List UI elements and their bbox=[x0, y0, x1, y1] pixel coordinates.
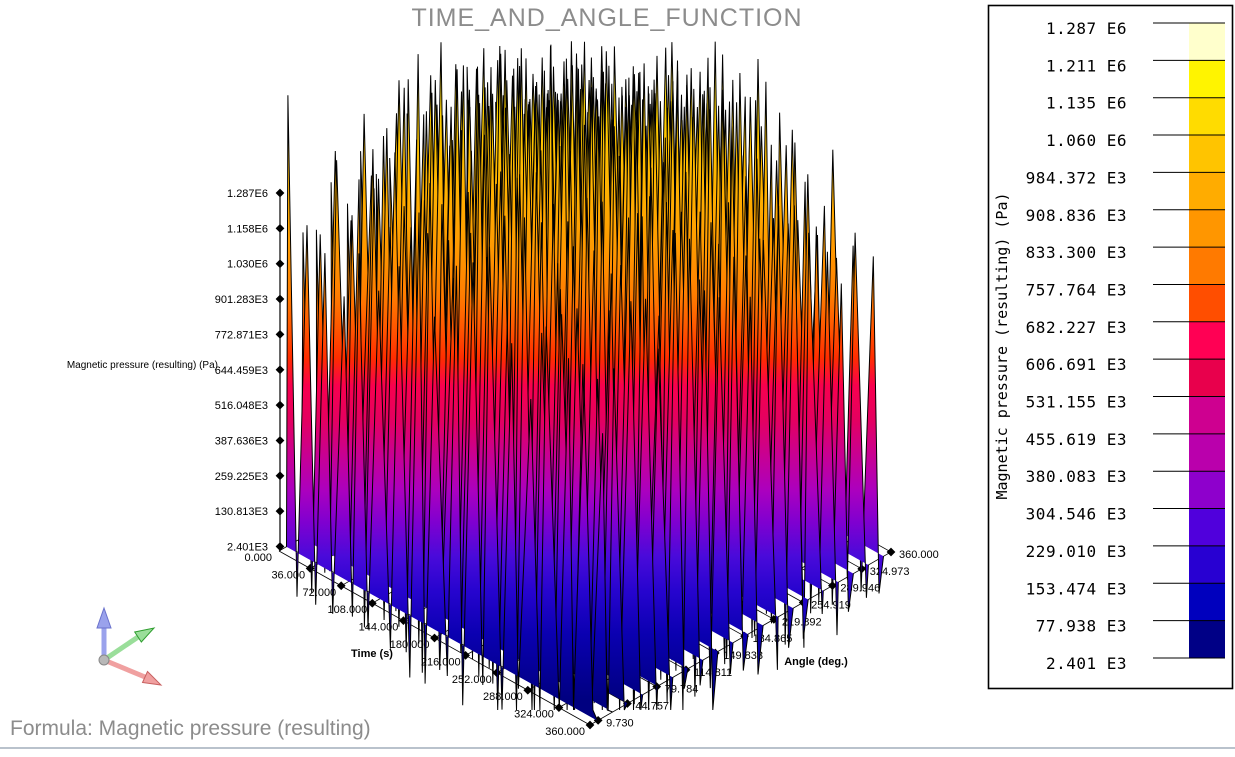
legend-label: 682.227 E3 bbox=[1026, 318, 1127, 337]
time-tick-label: 72.000 bbox=[303, 587, 337, 599]
z-tick-label: 1.030E6 bbox=[227, 259, 268, 271]
axis-tick-mark bbox=[275, 542, 285, 551]
legend-band bbox=[1189, 247, 1225, 285]
angle-tick-label: 254.919 bbox=[811, 599, 851, 611]
legend-label: 380.083 E3 bbox=[1026, 467, 1127, 486]
legend-band bbox=[1189, 321, 1225, 360]
axis-tick-mark bbox=[585, 720, 595, 730]
legend-band bbox=[1189, 508, 1225, 547]
z-axis-title: Magnetic pressure (resulting) (Pa) bbox=[66, 360, 218, 371]
time-tick-label: 288.000 bbox=[483, 691, 523, 703]
angle-tick-label: 324.973 bbox=[870, 566, 910, 578]
angle-tick-label: 9.730 bbox=[606, 717, 634, 729]
legend-band bbox=[1189, 359, 1225, 397]
axis-tick-mark bbox=[886, 547, 896, 557]
legend-band bbox=[1189, 620, 1225, 659]
z-tick-label: 387.636E3 bbox=[215, 435, 268, 447]
formula-label: Formula: Magnetic pressure (resulting) bbox=[10, 717, 371, 740]
axis-tick-mark bbox=[275, 365, 285, 375]
surface-strip bbox=[286, 95, 598, 721]
legend-band bbox=[1189, 97, 1225, 136]
legend-label: 1.060 E6 bbox=[1046, 131, 1127, 150]
legend-band bbox=[1189, 60, 1225, 99]
legend-band bbox=[1189, 209, 1225, 248]
legend-label: 984.372 E3 bbox=[1026, 168, 1127, 187]
time-tick-label: 36.000 bbox=[271, 569, 305, 581]
angle-axis-title: Angle (deg.) bbox=[784, 656, 848, 668]
time-tick-label: 108.000 bbox=[328, 604, 368, 616]
z-tick-label: 1.158E6 bbox=[227, 223, 268, 235]
axis-tick-mark bbox=[275, 436, 285, 445]
legend-band bbox=[1189, 23, 1225, 61]
axis-tick-mark bbox=[336, 581, 346, 591]
z-tick-label: 901.283E3 bbox=[215, 294, 268, 306]
time-tick-label: 360.000 bbox=[545, 726, 585, 738]
axis-tick-mark bbox=[275, 188, 285, 198]
axis-tick-mark bbox=[275, 400, 285, 410]
angle-tick-label: 184.865 bbox=[753, 633, 793, 645]
legend-label: 908.836 E3 bbox=[1026, 206, 1127, 225]
angle-tick-label: 360.000 bbox=[899, 549, 939, 561]
legend-label: 606.691 E3 bbox=[1026, 355, 1127, 374]
axis-tick-mark bbox=[275, 294, 285, 304]
colorbar-legend: 1.287 E6 1.211 E6 1.135 E6 1.060 E6 984.372 … bbox=[987, 4, 1234, 690]
legend-band bbox=[1189, 172, 1225, 211]
time-tick-label: 252.000 bbox=[452, 674, 492, 686]
legend-band bbox=[1189, 471, 1225, 510]
legend-label: 833.300 E3 bbox=[1026, 243, 1127, 262]
z-tick-label: 644.459E3 bbox=[215, 365, 268, 377]
axis-tick-mark bbox=[275, 471, 285, 481]
origin-tick-label: 0.000 bbox=[244, 552, 272, 564]
triad-right-arrow bbox=[133, 627, 156, 643]
legend-label: 153.474 E3 bbox=[1026, 579, 1127, 598]
time-tick-label: 324.000 bbox=[514, 709, 554, 721]
z-tick-label: 2.401E3 bbox=[227, 542, 268, 554]
axis-tick-mark bbox=[430, 633, 439, 643]
triad-front-arrow bbox=[141, 670, 163, 686]
legend-label: 77.938 E3 bbox=[1036, 617, 1127, 636]
legend-label: 1.135 E6 bbox=[1046, 94, 1127, 113]
legend-label: 229.010 E3 bbox=[1026, 542, 1127, 561]
legend-label: 531.155 E3 bbox=[1026, 393, 1127, 412]
time-axis-title: Time (s) bbox=[351, 648, 393, 660]
axis-tick-mark bbox=[275, 259, 285, 269]
angle-tick-label: 289.946 bbox=[840, 583, 880, 595]
angle-tick-label: 44.757 bbox=[635, 700, 669, 712]
axis-tick-mark bbox=[305, 564, 315, 573]
legend-label: 1.287 E6 bbox=[1046, 19, 1127, 38]
legend-band bbox=[1189, 545, 1225, 584]
legend-band bbox=[1189, 284, 1225, 323]
spike-surface bbox=[286, 41, 884, 721]
z-axis: 1.287E6 1.158E6 1.030E6 901.283E3 772.871E3 6… bbox=[215, 188, 285, 564]
axis-tick-mark bbox=[275, 506, 285, 516]
axis-tick-mark bbox=[367, 598, 377, 608]
axis-tick-mark bbox=[523, 685, 533, 695]
legend-band bbox=[1189, 583, 1225, 622]
axis-tick-mark bbox=[275, 330, 285, 339]
z-tick-label: 130.813E3 bbox=[215, 506, 268, 518]
axis-tick-mark bbox=[275, 223, 285, 233]
orientation-triad-icon[interactable] bbox=[96, 606, 163, 686]
triad-hub bbox=[98, 654, 110, 666]
triad-up-arrow bbox=[96, 606, 112, 629]
z-tick-label: 516.048E3 bbox=[215, 400, 268, 412]
legend-label: 1.211 E6 bbox=[1046, 56, 1127, 75]
z-tick-label: 259.225E3 bbox=[215, 471, 268, 483]
legend-label: 455.619 E3 bbox=[1026, 430, 1127, 449]
legend-label: 2.401 E3 bbox=[1046, 654, 1127, 673]
time-tick-label: 216.000 bbox=[421, 656, 461, 668]
z-tick-label: 1.287E6 bbox=[227, 188, 268, 200]
bottom-divider bbox=[0, 747, 1235, 749]
legend-label: 304.546 E3 bbox=[1026, 505, 1127, 524]
page-title: TIME_AND_ANGLE_FUNCTION bbox=[411, 4, 803, 32]
legend-label: 757.764 E3 bbox=[1026, 280, 1127, 299]
legend-band bbox=[1189, 396, 1225, 435]
legend-band bbox=[1189, 433, 1225, 472]
legend-band bbox=[1189, 135, 1225, 173]
angle-tick-label: 79.784 bbox=[665, 684, 699, 696]
z-tick-label: 772.871E3 bbox=[215, 329, 268, 341]
colorbar-title: Magnetic pressure (resulting) (Pa) bbox=[993, 192, 1011, 500]
